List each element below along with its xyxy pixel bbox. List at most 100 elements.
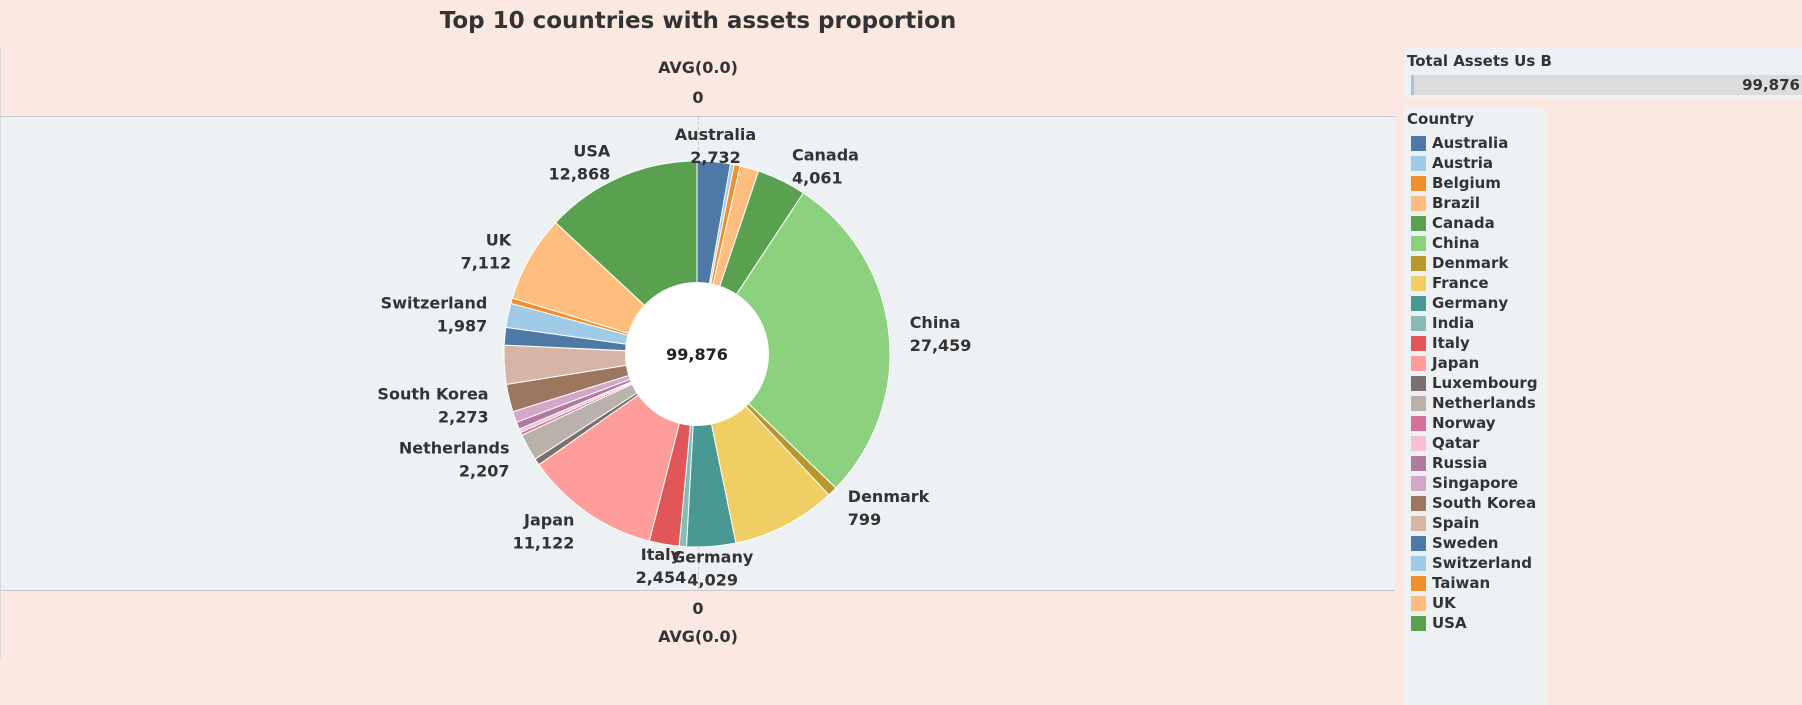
total-assets-bar-tick: [1411, 75, 1414, 95]
legend-item-germany[interactable]: Germany: [1411, 293, 1508, 313]
legend-label: Italy: [1432, 334, 1470, 352]
legend-swatch: [1411, 175, 1426, 191]
top-axis-label: AVG(0.0): [658, 58, 738, 77]
slice-label-denmark: Denmark: [848, 487, 930, 506]
donut-hole: [625, 282, 769, 426]
plot-footer-pane: 0 AVG(0.0): [0, 590, 1395, 659]
legend-swatch: [1411, 195, 1426, 211]
legend-swatch: [1411, 475, 1426, 491]
legend-item-india[interactable]: India: [1411, 313, 1474, 333]
bottom-axis-tick: 0: [692, 599, 704, 618]
legend-swatch: [1411, 135, 1426, 151]
slice-value-italy: 2,454: [636, 568, 687, 587]
legend-label: Netherlands: [1432, 394, 1536, 412]
legend-item-brazil[interactable]: Brazil: [1411, 193, 1480, 213]
bottom-axis-label: AVG(0.0): [658, 627, 738, 646]
total-assets-bar: 99,876: [1411, 75, 1802, 95]
slice-label-netherlands: Netherlands: [399, 439, 510, 458]
legend-label: Luxembourg: [1432, 374, 1538, 392]
legend-item-singapore[interactable]: Singapore: [1411, 473, 1518, 493]
slice-value-china: 27,459: [910, 336, 972, 355]
legend-swatch: [1411, 535, 1426, 551]
legend-item-uk[interactable]: UK: [1411, 593, 1456, 613]
legend-swatch: [1411, 595, 1426, 611]
slice-value-uk: 7,112: [461, 253, 512, 272]
legend-item-qatar[interactable]: Qatar: [1411, 433, 1480, 453]
legend-item-sweden[interactable]: Sweden: [1411, 533, 1498, 553]
slice-china[interactable]: [696, 192, 891, 489]
slice-label-switzerland: Switzerland: [381, 293, 488, 312]
legend-item-austria[interactable]: Austria: [1411, 153, 1493, 173]
slice-value-australia: 2,732: [690, 148, 741, 167]
legend-label: USA: [1432, 614, 1467, 632]
legend-item-australia[interactable]: Australia: [1411, 133, 1508, 153]
legend-item-netherlands[interactable]: Netherlands: [1411, 393, 1536, 413]
legend-swatch: [1411, 235, 1426, 251]
legend-label: India: [1432, 314, 1475, 332]
slice-value-germany: 4,029: [687, 570, 738, 589]
legend-label: Germany: [1432, 294, 1509, 312]
legend-label: Austria: [1432, 154, 1494, 172]
slice-value-south-korea: 2,273: [438, 408, 489, 427]
legend-swatch: [1411, 575, 1426, 591]
legend-swatch: [1411, 495, 1426, 511]
legend-item-denmark[interactable]: Denmark: [1411, 253, 1508, 273]
slice-value-usa: 12,868: [549, 165, 611, 184]
slice-label-italy: Italy: [641, 545, 682, 564]
slice-value-netherlands: 2,207: [459, 462, 510, 481]
legend-swatch: [1411, 455, 1426, 471]
slice-label-usa: USA: [573, 142, 611, 161]
total-assets-value: 99,876: [1742, 76, 1800, 94]
slice-label-germany: Germany: [672, 547, 754, 566]
slice-value-canada: 4,061: [792, 169, 843, 188]
legend-item-france[interactable]: France: [1411, 273, 1489, 293]
legend-label: Denmark: [1432, 254, 1509, 272]
legend-swatch: [1411, 275, 1426, 291]
legend-item-china[interactable]: China: [1411, 233, 1480, 253]
donut-chart[interactable]: 99,876 Australia 2,732 Canada 4,061 China 27,…: [0, 0, 1394, 705]
legend-swatch: [1411, 395, 1426, 411]
legend-label: Singapore: [1432, 474, 1519, 492]
legend-swatch: [1411, 295, 1426, 311]
slice-label-australia: Australia: [675, 125, 756, 144]
legend-swatch: [1411, 255, 1426, 271]
legend-item-belgium[interactable]: Belgium: [1411, 173, 1501, 193]
legend-item-taiwan[interactable]: Taiwan: [1411, 573, 1490, 593]
legend-label: France: [1432, 274, 1489, 292]
legend-swatch: [1411, 435, 1426, 451]
legend-title: Country: [1407, 110, 1475, 128]
legend-label: China: [1432, 234, 1480, 252]
legend-label: Australia: [1432, 134, 1509, 152]
slice-value-japan: 11,122: [513, 533, 575, 552]
legend-swatch: [1411, 155, 1426, 171]
legend-label: Brazil: [1432, 194, 1480, 212]
slice-label-canada: Canada: [792, 146, 859, 165]
slice-value-switzerland: 1,987: [437, 316, 488, 335]
legend-item-japan[interactable]: Japan: [1411, 353, 1479, 373]
slice-value-denmark: 799: [848, 510, 881, 529]
legend-swatch: [1411, 335, 1426, 351]
total-assets-legend: Total Assets Us B 99,876: [1404, 48, 1802, 98]
legend-label: Spain: [1432, 514, 1480, 532]
country-legend: Country Australia Austria Belgium Brazil Can…: [1404, 107, 1546, 705]
legend-item-spain[interactable]: Spain: [1411, 513, 1479, 533]
top-axis-tick: 0: [692, 88, 704, 107]
slice-label-south-korea: South Korea: [377, 385, 488, 404]
legend-swatch: [1411, 375, 1426, 391]
legend-item-italy[interactable]: Italy: [1411, 333, 1470, 353]
slice-labels: Australia 2,732 Canada 4,061 China 27,459 Denm…: [377, 125, 971, 590]
legend-item-canada[interactable]: Canada: [1411, 213, 1495, 233]
chart-title: Top 10 countries with assets proportion: [439, 8, 957, 34]
legend-item-south-korea[interactable]: South Korea: [1411, 493, 1536, 513]
legend-item-usa[interactable]: USA: [1411, 613, 1467, 633]
legend-item-switzerland[interactable]: Switzerland: [1411, 553, 1532, 573]
slice-label-japan: Japan: [523, 510, 574, 529]
legend-item-luxembourg[interactable]: Luxembourg: [1411, 373, 1538, 393]
legend-label: Norway: [1432, 414, 1496, 432]
legend-item-norway[interactable]: Norway: [1411, 413, 1496, 433]
slice-label-uk: UK: [486, 230, 512, 249]
center-total-value: 99,876: [666, 345, 728, 364]
legend-label: Belgium: [1432, 174, 1501, 192]
legend-label: Sweden: [1432, 534, 1499, 552]
legend-item-russia[interactable]: Russia: [1411, 453, 1487, 473]
